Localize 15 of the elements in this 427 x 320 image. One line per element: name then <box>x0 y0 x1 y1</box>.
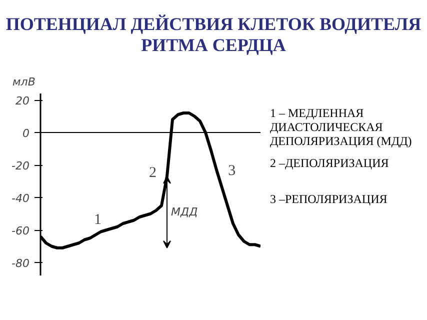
annotation: 1 <box>94 212 102 228</box>
y-tick-label: 0 <box>22 127 30 140</box>
text: 1 – МЕДЛЕННАЯ ДИАСТОЛИЧЕСКАЯ ДЕПОЛЯРИЗАЦИЯ (МДД) <box>270 106 413 148</box>
y-tick-label: -80 <box>12 257 30 270</box>
annotation: 3 <box>228 162 236 179</box>
y-tick-label: -60 <box>12 224 30 238</box>
y-axis-title: млВ <box>12 76 36 88</box>
text: 3 –РЕПОЛЯРИЗАЦИЯ <box>270 192 388 206</box>
y-tick-label: -40 <box>12 192 30 205</box>
annotation: 2 <box>148 164 156 181</box>
y-tick-label: -20 <box>12 160 30 172</box>
annotation: МДД <box>171 206 198 219</box>
y-tick-label: 20 <box>16 94 30 108</box>
chart-title: ПОТЕНЦИАЛ ДЕЙСТВИЯ КЛЕТОК ВОДИТЕЛЯ РИТМА СЕРДЦА <box>4 13 422 56</box>
text: 2 –ДЕПОЛЯРИЗАЦИЯ <box>270 156 390 170</box>
